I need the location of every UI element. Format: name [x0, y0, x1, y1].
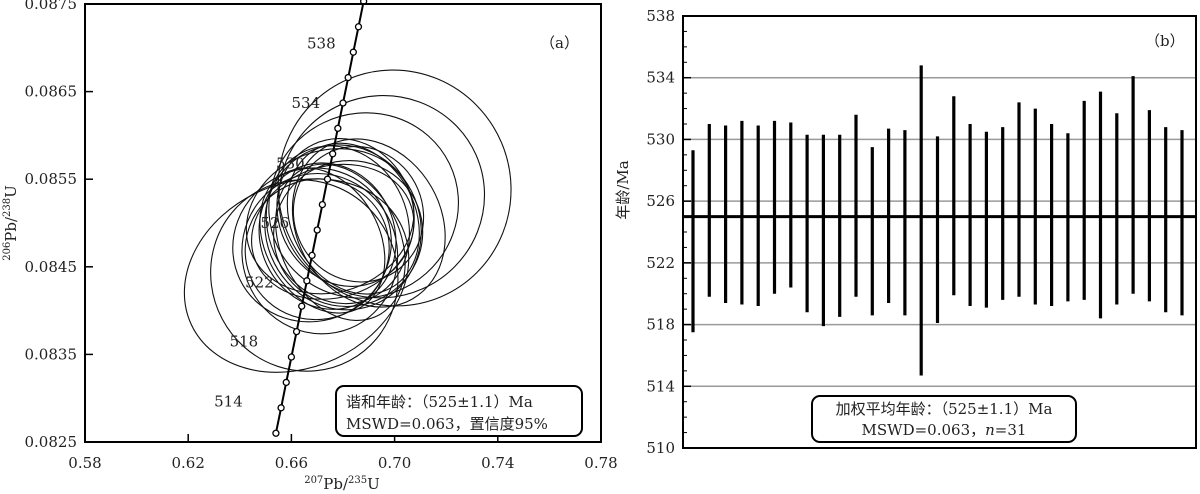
error-ellipse-18 [241, 172, 399, 335]
concordia-marker-2 [282, 378, 290, 387]
annotation-line2-b-var: n [985, 421, 995, 439]
error-bar-group [691, 65, 1184, 376]
axis-ticks-b: 510 514 518 522 526 530 534 538 [646, 7, 691, 457]
error-ellipse-14 [268, 112, 459, 299]
concordia-marker-3 [287, 353, 296, 361]
concordia-marker-10 [323, 175, 332, 183]
y-tick-label-b-6: 534 [646, 69, 675, 87]
annotation-line2-b-prefix: MSWD=0.063， [862, 421, 986, 439]
y-tick-label-a-5: 0.0875 [25, 0, 78, 13]
plot-frame-b [682, 15, 1197, 449]
y-tick-label-a-2: 0.0845 [25, 258, 78, 276]
concordia-line [274, 1, 365, 434]
x-tick-label-a-4: 0.74 [481, 454, 514, 472]
y-tick-label-b-4: 526 [646, 192, 675, 210]
error-ellipse-6 [265, 145, 410, 305]
y-axis-title-b: 年龄/Ma [614, 160, 632, 219]
concordia-marker-16 [354, 23, 363, 31]
error-ellipse-2 [244, 178, 390, 321]
plot-frame-a [84, 3, 602, 443]
error-ellipse-17 [291, 138, 446, 308]
y-tick-label-b-1: 514 [646, 377, 675, 395]
concordia-age-label-5: 534 [292, 94, 321, 112]
panel-label-b: （b） [1145, 32, 1185, 50]
y-tick-label-a-0: 0.0825 [25, 433, 78, 451]
y-tick-label-b-3: 522 [646, 254, 675, 272]
ellipse-group [183, 69, 512, 373]
concordia-age-label-1: 518 [230, 332, 259, 350]
x-tick-label-a-5: 0.78 [584, 454, 617, 472]
error-ellipse-3 [286, 142, 420, 295]
concordia-marker-11 [329, 150, 337, 158]
concordia-marker-13 [339, 99, 347, 107]
weighted-mean-panel: 510 514 518 522 526 530 534 538 （b） 年龄/Ma 加权平均年… [614, 7, 1197, 457]
y-tick-label-b-5: 530 [646, 130, 675, 148]
y-tick-label-a-1: 0.0835 [25, 345, 78, 363]
annotation-line2-b: MSWD=0.063，n=31 [862, 421, 1027, 439]
concordia-marker-9 [318, 200, 327, 209]
error-ellipse-15 [277, 69, 512, 307]
grid-lines-b [683, 76, 1196, 388]
y-tick-label-b-7: 538 [646, 7, 675, 25]
error-ellipse-7 [273, 159, 424, 308]
error-ellipse-19 [276, 138, 415, 287]
concordia-marker-1 [277, 404, 285, 412]
concordia-marker-8 [313, 226, 321, 234]
error-ellipse-12 [210, 179, 399, 372]
y-tick-label-b-2: 518 [646, 316, 675, 334]
panel-label-a: （a） [540, 34, 579, 52]
concordia-marker-15 [349, 48, 357, 56]
axis-ticks-a: 0.58 0.62 0.66 0.70 0.74 0.78 0.0825 0.0835 0.08… [25, 0, 618, 472]
concordia-marker-0 [272, 429, 280, 437]
concordia-marker-4 [292, 327, 301, 336]
concordia-age-label-0: 514 [214, 393, 243, 411]
annotation-line1-b: 加权平均年龄：（525±1.1）Ma [836, 400, 1053, 418]
concordia-age-label-3: 526 [261, 214, 290, 232]
concordia-marker-5 [298, 302, 306, 310]
x-tick-label-a-0: 0.58 [68, 454, 101, 472]
x-tick-label-a-3: 0.70 [378, 454, 411, 472]
concordia-age-label-group: 514 518 522 526 530 534 538 [214, 34, 336, 410]
concordia-age-label-4: 530 [276, 154, 305, 172]
annotation-box-b [811, 395, 1077, 443]
x-axis-title-a: 207Pb/235U [304, 475, 380, 493]
concordia-marker-6 [303, 277, 311, 285]
error-ellipse-16 [183, 178, 410, 373]
concordia-marker-7 [308, 251, 316, 260]
x-tick-label-a-2: 0.66 [275, 454, 308, 472]
y-tick-label-a-3: 0.0855 [25, 170, 78, 188]
concordia-marker-14 [344, 73, 352, 82]
y-tick-label-b-0: 510 [646, 439, 675, 457]
annotation-line1-a: 谐和年龄：（525±1.1）Ma [346, 393, 533, 411]
concordia-age-label-6: 538 [307, 34, 336, 52]
annotation-box-a [335, 385, 583, 437]
concordia-age-label-2: 522 [245, 274, 274, 292]
y-axis-title-a: 206Pb/238U [2, 185, 20, 261]
y-tick-label-a-4: 0.0865 [25, 83, 78, 101]
x-tick-label-a-1: 0.62 [171, 454, 204, 472]
concordia-marker-12 [334, 124, 342, 133]
annotation-line2-b-suffix: =31 [995, 421, 1027, 439]
annotation-line2-a: MSWD=0.063，置信度95% [346, 415, 548, 433]
